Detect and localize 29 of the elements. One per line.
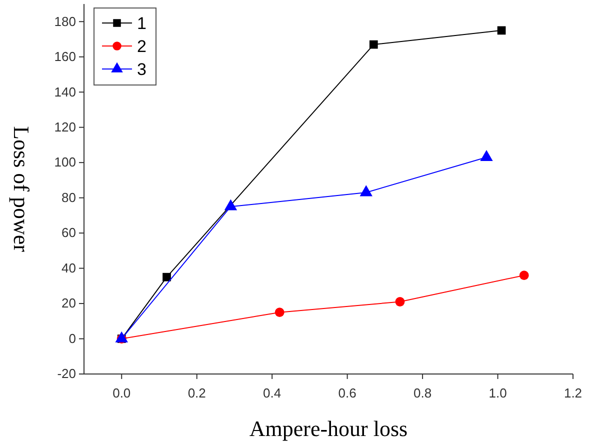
point — [519, 270, 529, 280]
point — [369, 40, 378, 49]
x-axis-title: Ampere-hour loss — [249, 416, 408, 441]
y-tick-label: 40 — [62, 260, 76, 276]
y-tick-label: 60 — [62, 225, 76, 240]
y-tick-label: 160 — [54, 49, 76, 64]
y-tick-label: 140 — [54, 84, 76, 100]
legend-label: 3 — [137, 60, 146, 79]
x-tick-label: 0.4 — [263, 386, 282, 401]
x-tick-label: 1.0 — [488, 386, 507, 401]
point — [274, 308, 284, 318]
y-tick-label: -20 — [57, 366, 76, 382]
point — [162, 272, 171, 282]
x-tick-label: 0.0 — [112, 386, 131, 401]
y-tick-label: 180 — [54, 14, 76, 29]
point — [395, 297, 405, 306]
legend-label: 2 — [137, 37, 146, 56]
x-tick-label: 0.6 — [338, 386, 356, 401]
y-tick-label: 0 — [68, 330, 76, 346]
x-tick-label: 0.8 — [414, 386, 432, 401]
y-tick-label: 80 — [62, 190, 76, 205]
y-axis-title: Loss of power — [9, 126, 34, 253]
y-tick-label: 100 — [54, 154, 76, 170]
point — [497, 26, 506, 35]
x-tick-label: 1.2 — [564, 386, 582, 401]
y-tick-label: 20 — [62, 296, 76, 311]
legend-label: 1 — [137, 14, 146, 33]
y-tick-label: 120 — [54, 119, 76, 134]
x-tick-label: 0.2 — [188, 386, 206, 401]
